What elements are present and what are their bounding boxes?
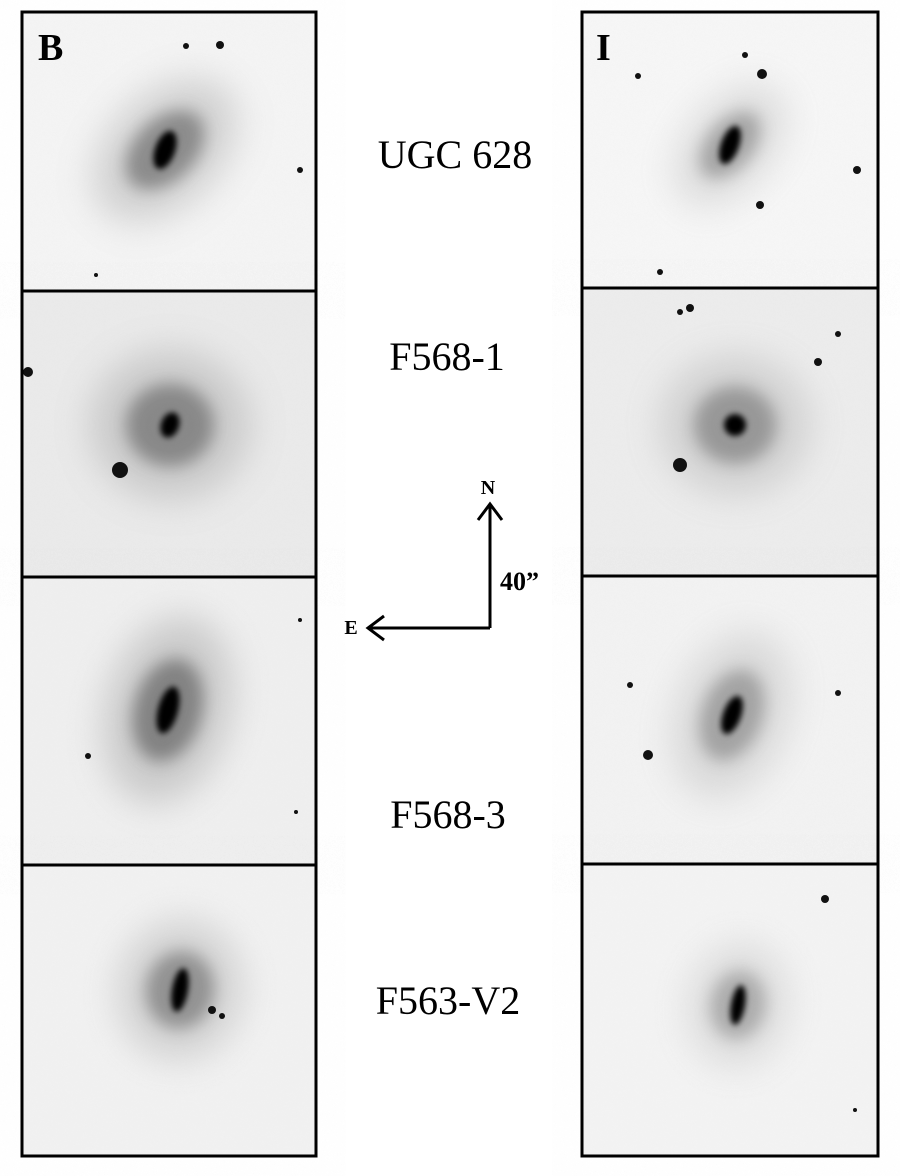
galaxy-part — [730, 985, 746, 1025]
compass-east: E — [344, 617, 357, 639]
star — [294, 810, 298, 814]
panel-frames — [20, 10, 880, 1158]
star — [757, 69, 767, 79]
band-label: I — [596, 27, 611, 69]
star — [821, 895, 829, 903]
galaxy-part — [171, 968, 189, 1012]
star — [835, 690, 841, 696]
galaxy-part — [721, 695, 743, 735]
star — [219, 1013, 225, 1019]
star — [216, 41, 224, 49]
star — [657, 269, 663, 275]
star — [85, 753, 91, 759]
galaxy-part — [156, 686, 180, 734]
galaxy-name: F568-1 — [389, 334, 505, 379]
star — [297, 167, 303, 173]
star — [112, 462, 128, 478]
galaxy-part — [160, 412, 180, 438]
star — [677, 309, 683, 315]
star — [298, 618, 302, 622]
scale-label: 40” — [500, 567, 539, 596]
star — [756, 201, 764, 209]
star — [635, 73, 641, 79]
galaxy-name: UGC 628 — [378, 132, 532, 177]
star — [853, 1108, 857, 1112]
star — [627, 682, 633, 688]
compass: N E 40” — [344, 477, 539, 642]
star — [742, 52, 748, 58]
galaxy-part — [719, 125, 741, 165]
galaxy-name: F568-3 — [390, 792, 506, 837]
galaxy-part — [724, 414, 746, 436]
galaxy-name: F563-V2 — [376, 978, 520, 1023]
band-label: B — [38, 27, 63, 69]
galaxy-images — [22, 12, 878, 1156]
star — [673, 458, 687, 472]
star — [94, 273, 98, 277]
star — [835, 331, 841, 337]
compass-north: N — [481, 477, 496, 499]
star — [183, 43, 189, 49]
galaxy-part — [153, 130, 177, 170]
star — [23, 367, 33, 377]
star — [814, 358, 822, 366]
star — [208, 1006, 216, 1014]
star — [853, 166, 861, 174]
star — [686, 304, 694, 312]
star — [643, 750, 653, 760]
